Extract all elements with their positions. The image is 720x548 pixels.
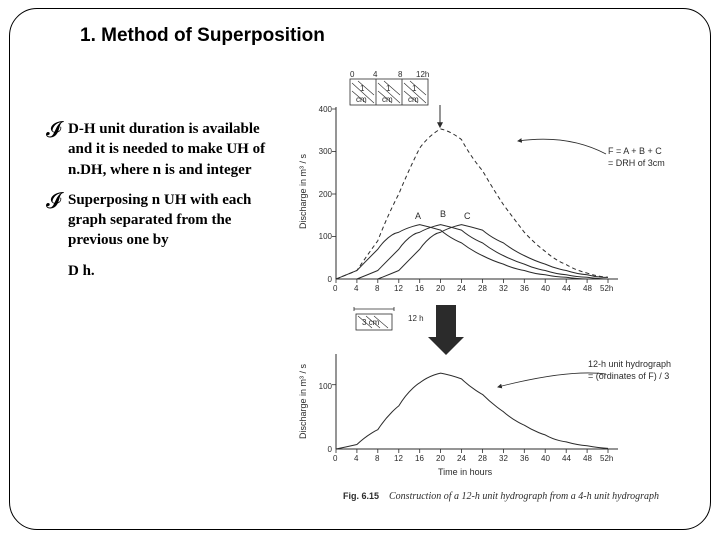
svg-text:52h: 52h — [600, 284, 613, 293]
legend-box: 0 4 8 12h 1 1 1 cm cm cm — [350, 70, 429, 105]
svg-text:0: 0 — [333, 454, 338, 463]
label-B: B — [440, 209, 446, 219]
svg-text:0: 0 — [328, 275, 333, 284]
bot-y-title: Discharge in m³ / s — [298, 363, 308, 439]
svg-text:100: 100 — [319, 232, 333, 241]
bullet-glyph: 𝓘 — [46, 119, 68, 141]
top-x-ticks: 0 4 8 12 16 20 24 28 32 36 40 44 48 52h — [333, 284, 613, 293]
bot-right-2: = (ordinates of F) / 3 — [588, 371, 669, 381]
svg-text:48: 48 — [583, 284, 592, 293]
svg-text:16: 16 — [415, 284, 424, 293]
big-arrow-icon — [428, 305, 464, 355]
bullet-item-1: 𝓘 D-H unit duration is available and it … — [46, 119, 276, 180]
slide-frame: 1. Method of Superposition 𝓘 D-H unit du… — [9, 8, 711, 530]
legend-h3: 12h — [416, 70, 429, 79]
svg-text:16: 16 — [415, 454, 424, 463]
legend-h0: 0 — [350, 70, 355, 79]
bullet-glyph: 𝓘 — [46, 190, 68, 212]
bullet-list: 𝓘 D-H unit duration is available and it … — [46, 119, 276, 291]
svg-text:28: 28 — [478, 284, 487, 293]
bullet-item-3: D h. — [46, 261, 276, 281]
svg-text:32: 32 — [499, 284, 508, 293]
fig-caption: Fig. 6.15 Construction of a 12-h unit hy… — [343, 486, 659, 503]
legend-u0: 1 — [360, 84, 365, 93]
curve-B — [357, 225, 608, 279]
curve-UH12 — [336, 373, 608, 449]
label-A: A — [415, 211, 421, 221]
mid-hour-label: 12 h — [408, 314, 424, 323]
curve-F — [336, 129, 608, 279]
svg-text:36: 36 — [520, 284, 529, 293]
svg-text:0: 0 — [333, 284, 338, 293]
svg-text:12: 12 — [394, 284, 403, 293]
mid-arrow-group: 3 cm 12 h — [354, 305, 464, 355]
label-C: C — [464, 211, 471, 221]
bot-right-1: 12-h unit hydrograph — [588, 359, 671, 369]
svg-text:52h: 52h — [600, 454, 613, 463]
bot-x-ticks: 0 4 8 12 16 20 24 28 32 36 40 44 48 52h — [333, 454, 613, 463]
svg-text:0: 0 — [328, 445, 333, 454]
slide-title: 1. Method of Superposition — [80, 25, 325, 47]
svg-text:8: 8 — [375, 284, 380, 293]
svg-text:24: 24 — [457, 284, 466, 293]
svg-text:40: 40 — [541, 284, 550, 293]
curve-C — [378, 225, 608, 279]
bullet-item-2: 𝓘 Superposing n UH with each graph separ… — [46, 190, 276, 251]
svg-text:4: 4 — [354, 454, 359, 463]
svg-text:100: 100 — [319, 382, 333, 391]
sum-label-1: F = A + B + C — [608, 146, 662, 156]
top-y-ticks: 0 100 200 300 400 — [319, 105, 333, 284]
svg-text:8: 8 — [375, 454, 380, 463]
svg-text:36: 36 — [520, 454, 529, 463]
svg-text:12: 12 — [394, 454, 403, 463]
legend-u1: 1 — [386, 84, 391, 93]
bullet-text-1: D-H unit duration is available and it is… — [68, 119, 276, 180]
hydrograph-figure: 0 4 8 12h 1 1 1 cm cm cm — [288, 69, 698, 509]
top-chart: 0 4 8 12 16 20 24 28 32 36 40 44 48 52h — [298, 105, 665, 293]
svg-text:200: 200 — [319, 190, 333, 199]
svg-text:20: 20 — [436, 454, 445, 463]
bullet-text-2: Superposing n UH with each graph separat… — [68, 190, 276, 251]
svg-text:48: 48 — [583, 454, 592, 463]
svg-text:24: 24 — [457, 454, 466, 463]
svg-text:44: 44 — [562, 454, 571, 463]
legend-h2: 8 — [398, 70, 403, 79]
svg-text:32: 32 — [499, 454, 508, 463]
hydrograph-svg: 0 4 8 12h 1 1 1 cm cm cm — [288, 69, 698, 509]
svg-text:400: 400 — [319, 105, 333, 114]
bottom-chart: 0 100 Discharge in m³ / s 0 4 8 12 16 20… — [298, 354, 671, 477]
bullet-text-3: D h. — [68, 261, 95, 281]
svg-text:44: 44 — [562, 284, 571, 293]
curve-A — [336, 225, 587, 279]
sum-label-2: = DRH of 3cm — [608, 158, 665, 168]
svg-text:4: 4 — [354, 284, 359, 293]
svg-text:40: 40 — [541, 454, 550, 463]
svg-text:300: 300 — [319, 147, 333, 156]
svg-text:28: 28 — [478, 454, 487, 463]
legend-h1: 4 — [373, 70, 378, 79]
bot-x-title: Time in hours — [438, 467, 493, 477]
legend-u2: 1 — [412, 84, 417, 93]
svg-text:20: 20 — [436, 284, 445, 293]
top-y-title: Discharge in m³ / s — [298, 153, 308, 229]
